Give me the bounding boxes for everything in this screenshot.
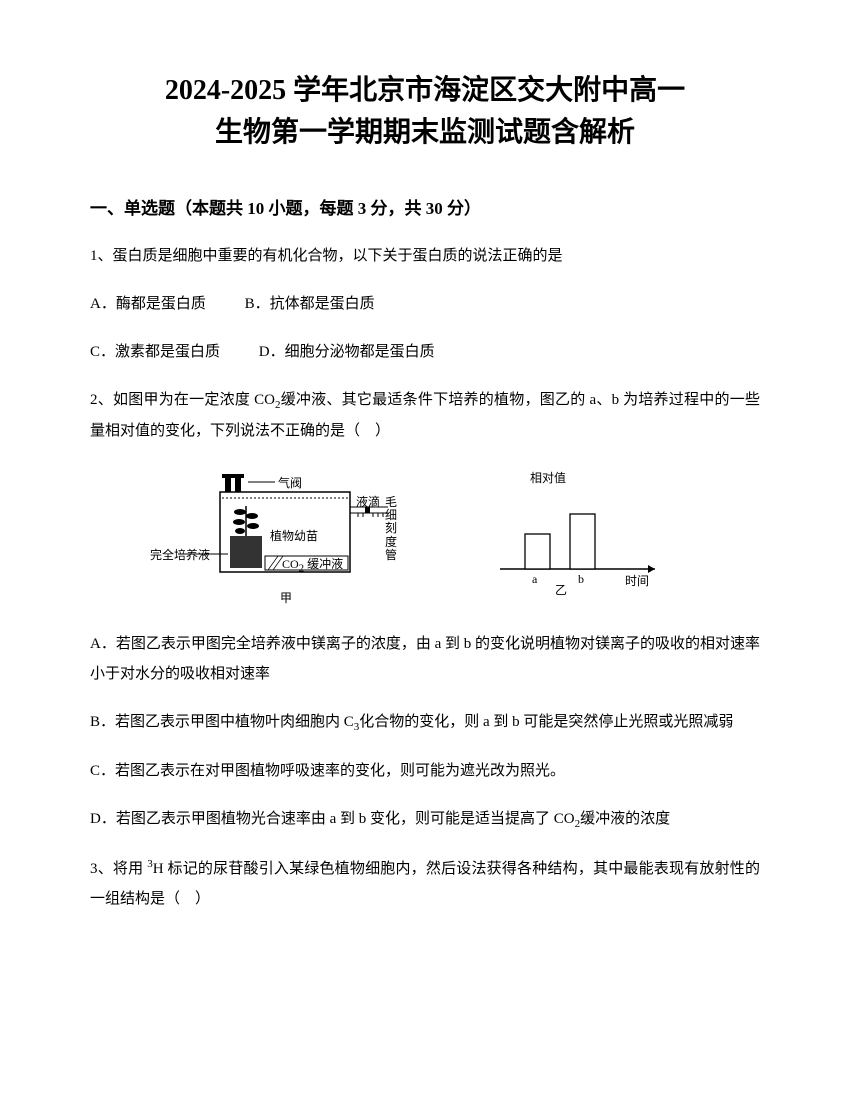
q1-optC: C．激素都是蛋白质 bbox=[90, 337, 220, 367]
chart-xlabel: 时间 bbox=[625, 572, 649, 589]
q3-stem: 3、将用 3H 标记的尿苷酸引入某绿色植物细胞内，然后设法获得各种结构，其中最能… bbox=[90, 853, 760, 914]
q1-optB: B．抗体都是蛋白质 bbox=[245, 289, 375, 319]
q1-optD: D．细胞分泌物都是蛋白质 bbox=[259, 337, 435, 367]
q2-optD-part1: D．若图乙表示甲图植物光合速率由 a 到 b 变化，则可能是适当提高了 CO bbox=[90, 811, 575, 827]
q3-stem-part1: 3、将用 bbox=[90, 861, 147, 877]
q2-optC: C．若图乙表示在对甲图植物呼吸速率的变化，则可能为遮光改为照光。 bbox=[90, 756, 760, 786]
q2-optD-part2: 缓冲液的浓度 bbox=[580, 811, 670, 827]
label-droplet: 液滴 bbox=[356, 496, 384, 509]
chart-svg bbox=[480, 464, 680, 609]
diagram-chart: 相对值 a b 乙 时间 bbox=[480, 464, 680, 609]
q1-stem: 1、蛋白质是细胞中重要的有机化合物，以下关于蛋白质的说法正确的是 bbox=[90, 241, 760, 271]
diagram-apparatus: 气阀 植物幼苗 CO2 缓冲液 完全培养液 液滴 毛细刻度管 甲 bbox=[170, 464, 400, 609]
q2-optD: D．若图乙表示甲图植物光合速率由 a 到 b 变化，则可能是适当提高了 CO2缓… bbox=[90, 804, 760, 835]
q2-optA: A．若图乙表示甲图完全培养液中镁离子的浓度，由 a 到 b 的变化说明植物对镁离… bbox=[90, 629, 760, 689]
label-capillary: 毛细刻度管 bbox=[385, 496, 399, 562]
q3-stem-part2: H 标记的尿苷酸引入某绿色植物细胞内，然后设法获得各种结构，其中最能表现有放射性… bbox=[90, 861, 760, 907]
label-seedling: 植物幼苗 bbox=[270, 527, 318, 544]
q2-optB: B．若图乙表示甲图中植物叶肉细胞内 C3化合物的变化，则 a 到 b 可能是突然… bbox=[90, 707, 760, 738]
title-line2: 生物第一学期期末监测试题含解析 bbox=[90, 112, 760, 154]
label-nutrient: 完全培养液 bbox=[150, 546, 218, 563]
chart-label-b: b bbox=[578, 572, 584, 587]
section-header: 一、单选题（本题共 10 小题，每题 3 分，共 30 分） bbox=[90, 194, 760, 219]
chart-ylabel: 相对值 bbox=[530, 469, 566, 486]
q1-optA: A．酶都是蛋白质 bbox=[90, 289, 206, 319]
label-jia: 甲 bbox=[280, 589, 292, 606]
q1-options-row1: A．酶都是蛋白质 B．抗体都是蛋白质 bbox=[90, 289, 760, 319]
q2-optB-part1: B．若图乙表示甲图中植物叶肉细胞内 C bbox=[90, 714, 354, 730]
chart-label-a: a bbox=[532, 572, 537, 587]
q2-optB-part2: 化合物的变化，则 a 到 b 可能是突然停止光照或光照减弱 bbox=[359, 714, 733, 730]
label-buffer: CO2 缓冲液 bbox=[282, 555, 343, 574]
q2-stem: 2、如图甲为在一定浓度 CO2缓冲液、其它最适条件下培养的植物，图乙的 a、b … bbox=[90, 385, 760, 446]
diagram-container: 气阀 植物幼苗 CO2 缓冲液 完全培养液 液滴 毛细刻度管 甲 相对值 a b… bbox=[90, 464, 760, 609]
chart-label-yi: 乙 bbox=[555, 581, 567, 598]
label-valve: 气阀 bbox=[278, 474, 302, 491]
q2-stem-part1: 2、如图甲为在一定浓度 CO bbox=[90, 392, 275, 408]
title-line1: 2024-2025 学年北京市海淀区交大附中高一 bbox=[90, 70, 760, 112]
q1-options-row2: C．激素都是蛋白质 D．细胞分泌物都是蛋白质 bbox=[90, 337, 760, 367]
